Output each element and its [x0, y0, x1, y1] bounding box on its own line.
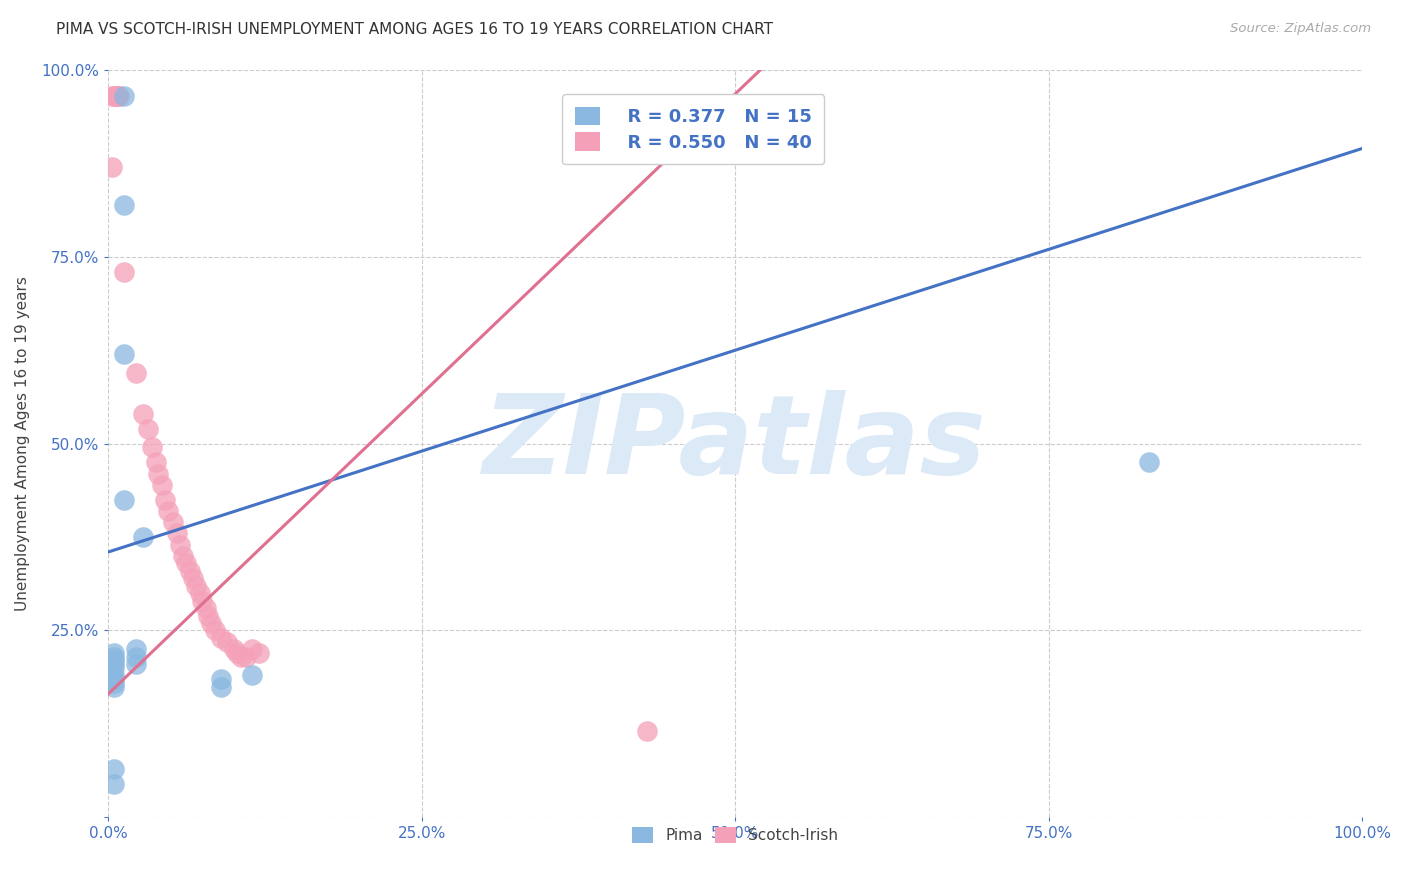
- Point: [103, 762, 125, 776]
- Point: [105, 89, 128, 103]
- Point: [240, 668, 263, 682]
- Point: [636, 724, 658, 739]
- Point: [145, 455, 167, 469]
- Point: [226, 646, 249, 660]
- Point: [114, 347, 136, 361]
- Point: [103, 89, 125, 103]
- Point: [103, 668, 125, 682]
- Point: [101, 160, 124, 174]
- Text: Source: ZipAtlas.com: Source: ZipAtlas.com: [1230, 22, 1371, 36]
- Point: [188, 586, 211, 600]
- Point: [209, 631, 232, 645]
- Point: [114, 492, 136, 507]
- Point: [240, 642, 263, 657]
- Point: [132, 407, 155, 421]
- Point: [104, 89, 127, 103]
- Text: PIMA VS SCOTCH-IRISH UNEMPLOYMENT AMONG AGES 16 TO 19 YEARS CORRELATION CHART: PIMA VS SCOTCH-IRISH UNEMPLOYMENT AMONG …: [56, 22, 773, 37]
- Point: [132, 530, 155, 544]
- Point: [172, 549, 194, 563]
- Point: [1137, 455, 1160, 469]
- Point: [103, 777, 125, 791]
- Point: [136, 422, 159, 436]
- Point: [183, 571, 205, 585]
- Point: [101, 89, 124, 103]
- Point: [229, 649, 252, 664]
- Point: [247, 646, 270, 660]
- Point: [125, 649, 148, 664]
- Point: [141, 441, 163, 455]
- Point: [125, 366, 148, 380]
- Point: [179, 564, 201, 578]
- Point: [209, 680, 232, 694]
- Point: [103, 672, 125, 686]
- Point: [114, 89, 136, 103]
- Point: [204, 624, 226, 638]
- Point: [103, 657, 125, 672]
- Point: [103, 661, 125, 675]
- Point: [103, 649, 125, 664]
- Point: [125, 657, 148, 672]
- Point: [103, 680, 125, 694]
- Y-axis label: Unemployment Among Ages 16 to 19 years: Unemployment Among Ages 16 to 19 years: [15, 277, 30, 611]
- Point: [191, 593, 214, 607]
- Point: [209, 672, 232, 686]
- Point: [148, 467, 170, 481]
- Point: [184, 579, 207, 593]
- Point: [157, 504, 180, 518]
- Point: [169, 537, 191, 551]
- Point: [108, 89, 131, 103]
- Point: [114, 265, 136, 279]
- Point: [174, 556, 197, 570]
- Point: [235, 649, 257, 664]
- Point: [103, 646, 125, 660]
- Point: [153, 492, 176, 507]
- Text: ZIPatlas: ZIPatlas: [484, 390, 987, 497]
- Legend:   R = 0.377   N = 15,   R = 0.550   N = 40: R = 0.377 N = 15, R = 0.550 N = 40: [562, 94, 824, 164]
- Point: [162, 515, 184, 529]
- Point: [217, 634, 239, 648]
- Point: [150, 477, 173, 491]
- Point: [166, 526, 188, 541]
- Point: [103, 653, 125, 667]
- Point: [194, 601, 217, 615]
- Point: [103, 675, 125, 690]
- Point: [197, 608, 219, 623]
- Point: [125, 642, 148, 657]
- Point: [200, 615, 222, 630]
- Point: [114, 197, 136, 211]
- Point: [222, 642, 245, 657]
- Point: [107, 89, 129, 103]
